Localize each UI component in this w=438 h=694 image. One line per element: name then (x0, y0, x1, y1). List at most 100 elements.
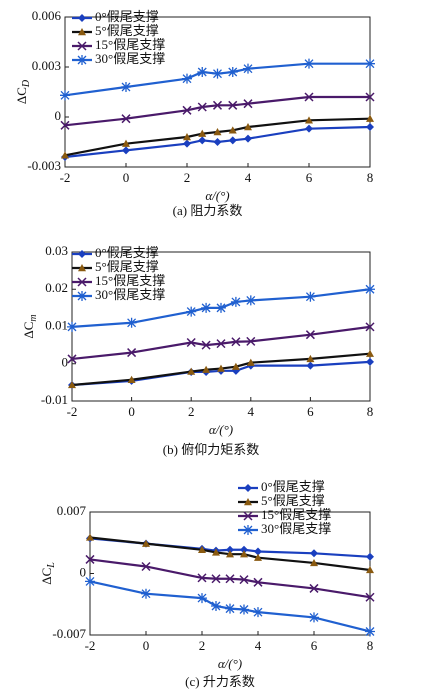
y-axis-title: ΔCm (21, 314, 39, 338)
data-point (366, 349, 374, 357)
y-axis-title: ΔCL (39, 562, 57, 585)
y-axis-title-main: ΔC (14, 87, 29, 104)
data-point (198, 136, 207, 145)
data-point (254, 553, 262, 561)
series-line (64, 117, 371, 157)
legend-label: 30°假尾支撑 (95, 51, 165, 66)
x-tick-label: 2 (184, 170, 191, 185)
data-point (187, 367, 196, 375)
data-point (365, 322, 375, 332)
legend-label: 0°假尾支撑 (95, 9, 159, 24)
data-point (243, 63, 253, 74)
x-tick-label: 4 (248, 404, 255, 419)
y-axis-title-sub: m (28, 314, 39, 321)
x-tick-label: 6 (307, 404, 314, 419)
data-point (244, 123, 252, 131)
data-point (309, 612, 319, 623)
data-point (365, 284, 375, 295)
data-point (212, 68, 223, 79)
data-point (365, 58, 375, 69)
data-point (245, 295, 256, 306)
data-point (231, 362, 240, 370)
data-point (85, 576, 95, 587)
series-line (64, 62, 370, 97)
data-point (217, 364, 225, 372)
legend-marker (244, 498, 252, 506)
series-line (64, 95, 370, 127)
x-tick-label: -2 (85, 638, 96, 653)
y-tick-label: -0.007 (52, 626, 86, 641)
data-point (186, 306, 197, 317)
data-point (216, 339, 226, 349)
legend-label: 5°假尾支撑 (261, 493, 325, 508)
data-point (366, 114, 374, 122)
y-axis-title: ΔCD (14, 79, 32, 104)
y-tick-label: -0.01 (41, 392, 68, 407)
data-point (121, 82, 131, 92)
data-point (67, 321, 77, 332)
x-tick-label: 0 (128, 404, 135, 419)
data-point (121, 114, 131, 124)
y-tick-label: 0.02 (45, 280, 68, 295)
legend-label: 15°假尾支撑 (95, 273, 165, 288)
data-point (211, 601, 221, 612)
data-point (141, 561, 151, 572)
x-tick-label: 2 (188, 404, 195, 419)
caption: (b) 俯仰力矩系数 (163, 442, 259, 457)
data-point (127, 348, 137, 358)
legend-label: 0°假尾支撑 (95, 245, 159, 260)
data-point (213, 138, 222, 146)
data-point (254, 547, 262, 556)
x-axis-title: α/(°) (205, 188, 229, 203)
x-tick-label: 8 (367, 170, 374, 185)
y-tick-label: 0.006 (32, 8, 62, 23)
y-axis-title-sub: D (21, 79, 32, 88)
data-point (186, 337, 196, 348)
legend-marker (78, 250, 86, 258)
data-point (243, 99, 253, 109)
data-point (182, 73, 192, 84)
y-tick-label: 0 (80, 564, 87, 579)
data-point (197, 67, 208, 77)
data-point (197, 593, 207, 604)
data-point (228, 126, 237, 134)
data-point (304, 92, 314, 102)
data-point (85, 554, 95, 564)
x-axis-title: α/(°) (218, 656, 242, 671)
x-tick-label: 2 (199, 638, 206, 653)
legend-marker (78, 264, 86, 272)
data-point (230, 296, 241, 307)
y-axis-title-sub: L (46, 562, 57, 569)
data-point (225, 603, 235, 614)
legend-marker (78, 14, 86, 22)
legend-marker (77, 277, 87, 287)
data-point (306, 354, 315, 363)
x-tick-label: 0 (123, 170, 130, 185)
y-tick-label: 0.003 (32, 58, 61, 73)
x-tick-label: -2 (67, 404, 78, 419)
data-point (122, 146, 130, 155)
data-point (304, 58, 314, 69)
data-point (122, 139, 130, 147)
y-tick-label: -0.003 (27, 158, 61, 173)
data-point (68, 380, 76, 389)
caption: (a) 阻力系数 (173, 203, 243, 218)
data-point (305, 291, 316, 302)
x-tick-label: 6 (311, 638, 318, 653)
data-point (197, 102, 207, 112)
data-point (365, 626, 375, 637)
data-point (212, 548, 220, 556)
data-point (86, 533, 94, 541)
data-point (126, 317, 137, 328)
y-axis-title-main: ΔC (21, 322, 36, 339)
data-point (239, 604, 249, 615)
data-point (142, 539, 150, 547)
data-point (211, 574, 221, 584)
x-tick-label: 8 (367, 638, 374, 653)
legend-label: 0°假尾支撑 (261, 479, 325, 494)
data-point (183, 139, 191, 148)
legend-label: 5°假尾支撑 (95, 23, 159, 38)
legend-marker (77, 291, 87, 301)
data-point (127, 375, 136, 383)
